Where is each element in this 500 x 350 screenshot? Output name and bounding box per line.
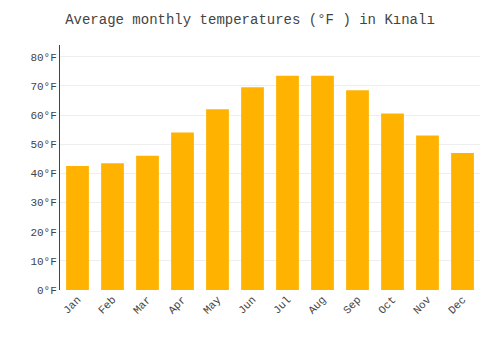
svg-text:80°F: 80°F <box>30 52 56 64</box>
svg-text:60°F: 60°F <box>30 110 56 122</box>
svg-text:70°F: 70°F <box>30 81 56 93</box>
svg-text:20°F: 20°F <box>30 227 56 239</box>
svg-text:Mar: Mar <box>131 294 153 316</box>
svg-text:30°F: 30°F <box>30 197 56 209</box>
svg-text:Oct: Oct <box>376 294 398 316</box>
svg-text:0°F: 0°F <box>37 285 57 297</box>
svg-text:10°F: 10°F <box>30 256 56 268</box>
svg-text:Nov: Nov <box>411 294 434 317</box>
svg-text:Apr: Apr <box>166 294 188 316</box>
svg-text:Feb: Feb <box>96 294 118 316</box>
svg-text:Average monthly temperatures (: Average monthly temperatures (°F ) in Kı… <box>65 12 435 28</box>
svg-text:Jul: Jul <box>271 294 293 316</box>
svg-text:50°F: 50°F <box>30 139 56 151</box>
svg-text:40°F: 40°F <box>30 168 56 180</box>
svg-text:Sep: Sep <box>341 294 363 316</box>
svg-text:Jan: Jan <box>61 294 83 316</box>
svg-text:May: May <box>201 294 224 317</box>
svg-text:Jun: Jun <box>236 294 258 316</box>
svg-text:Dec: Dec <box>446 294 468 316</box>
svg-text:Aug: Aug <box>306 294 328 316</box>
